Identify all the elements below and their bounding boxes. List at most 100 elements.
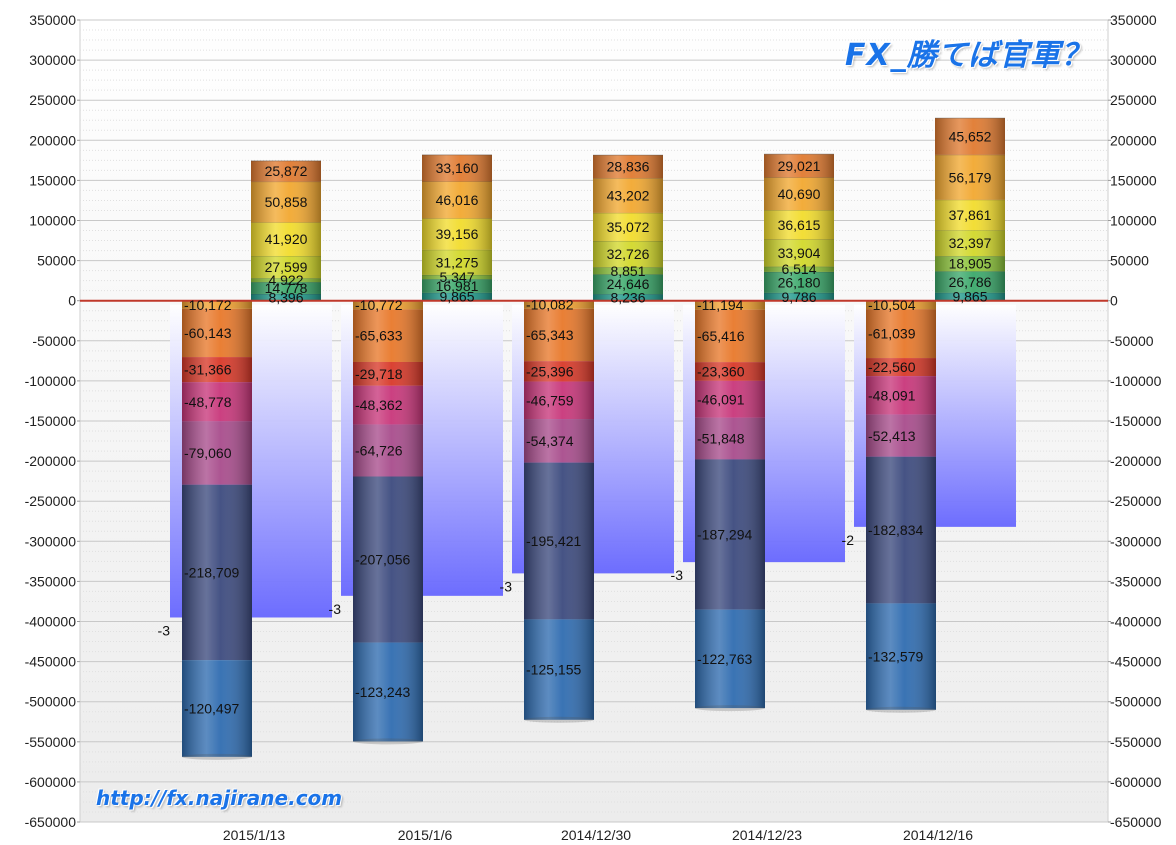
negative-segment-label: -46,091 [697,391,745,407]
negative-segment-shade [182,660,252,757]
negative-segment-shade [695,309,765,363]
y-tick-label-right: -450000 [1110,654,1162,670]
y-tick-label-left: -650000 [25,814,77,830]
positive-segment-shade [935,230,1005,257]
y-tick-label-left: -300000 [25,533,77,549]
y-tick-label-left: -200000 [25,453,77,469]
negative-segment-shade [695,609,765,709]
positive-segment-label: 46,016 [436,192,479,208]
x-tick-label: 2015/1/6 [398,827,453,843]
positive-segment-shade [422,292,492,301]
negative-segment-label: -64,726 [355,443,403,459]
positive-segment-shade [593,155,663,179]
site-url: http://fx.najirane.com [96,786,343,810]
negative-segment-shade [866,309,936,359]
positive-segment-shade [251,222,321,257]
negative-segment-shade [353,642,423,742]
y-tick-label-left: 350000 [29,12,76,28]
positive-segment-label: 8,396 [268,289,303,305]
positive-segment-label: 28,836 [607,159,650,175]
negative-segment-shade [524,300,594,309]
y-tick-label-right: 100000 [1110,213,1157,229]
negative-segment-label: -52,413 [868,428,916,444]
positive-segment-label: 5,347 [439,269,474,285]
negative-segment-shade [353,361,423,386]
y-tick-label-left: 100000 [29,213,76,229]
negative-segment-label: -60,143 [184,325,232,341]
y-tick-label-left: -500000 [25,694,77,710]
y-tick-label-right: -250000 [1110,493,1162,509]
y-tick-label-right: -500000 [1110,694,1162,710]
positive-segment-label: 18,905 [949,256,992,272]
y-tick-label-left: -50000 [32,333,76,349]
positive-stacks [251,117,1005,301]
positive-segment-shade [764,177,834,211]
negative-segment-shade [695,300,765,310]
positive-segment-label: 9,865 [439,289,474,305]
negative-segment-label: -48,778 [184,394,232,410]
negative-segment-label: -61,039 [868,326,916,342]
positive-segment-label: 25,872 [265,163,308,179]
positive-segment-shade [935,154,1005,200]
y-tick-label-right: 350000 [1110,12,1157,28]
y-tick-label-right: -650000 [1110,814,1162,830]
y-tick-label-left: -450000 [25,654,77,670]
positive-segment-shade [764,266,834,272]
negative-stack-base [866,706,936,713]
negative-segment-shade [524,361,594,382]
negative-segment-shade [866,358,936,377]
positive-segment-shade [764,154,834,178]
positive-segment-shade [422,181,492,219]
negative-segment-label: -10,172 [184,297,232,313]
y-tick-label-right: -400000 [1110,614,1162,630]
positive-segment-shade [593,178,663,213]
positive-segment-shade [935,271,1005,293]
negative-segment-label: -10,082 [526,297,574,313]
positive-segment-shade [422,279,492,293]
negative-segment-shade [182,421,252,485]
negative-segment-shade [524,308,594,362]
negative-segment-label: -10,504 [868,297,916,313]
chart-brand-title: FX_勝てば官軍？ [844,38,1092,73]
positive-segment-label: 26,180 [778,274,821,290]
background-total-label: -3 [500,578,513,594]
y-tick-label-left: 0 [68,293,76,309]
negative-segment-label: -182,834 [868,522,923,538]
positive-segment-label: 24,646 [607,276,650,292]
positive-segment-label: 4,922 [268,272,303,288]
negative-segment-label: -11,194 [697,297,744,313]
negative-segment-shade [182,308,252,358]
positive-segment-shade [251,278,321,283]
positive-segment-shade [251,160,321,182]
negative-segment-label: -79,060 [184,445,232,461]
x-tick-label: 2014/12/30 [561,827,631,843]
positive-segment-label: 45,652 [949,128,992,144]
negative-segment-shade [866,300,936,310]
y-tick-label-left: -250000 [25,493,77,509]
positive-segment-shade [593,294,663,301]
positive-segment-shade [422,249,492,275]
positive-segment-shade [935,256,1005,272]
positive-segment-label: 29,021 [778,158,821,174]
negative-segment-shade [353,309,423,362]
negative-segment-label: -54,374 [526,433,574,449]
y-tick-label-left: 200000 [29,132,76,148]
positive-segment-shade [935,292,1005,301]
y-tick-label-left: -150000 [25,413,77,429]
positive-segment-label: 27,599 [265,259,308,275]
background-total-label: -3 [329,601,342,617]
positive-segment-shade [764,271,834,293]
positive-segment-label: 8,851 [610,263,645,279]
background-total-label: -2 [842,532,855,548]
positive-segment-label: 26,786 [949,274,992,290]
negative-segment-shade [353,424,423,477]
positive-segment-label: 14,778 [265,280,308,296]
positive-segment-shade [422,154,492,182]
y-tick-label-left: 250000 [29,92,76,108]
positive-segment-shade [593,274,663,295]
negative-segment-label: -65,343 [526,327,574,343]
y-tick-label-left: -350000 [25,573,77,589]
negative-segment-label: -65,633 [355,328,403,344]
y-tick-label-right: -200000 [1110,453,1162,469]
